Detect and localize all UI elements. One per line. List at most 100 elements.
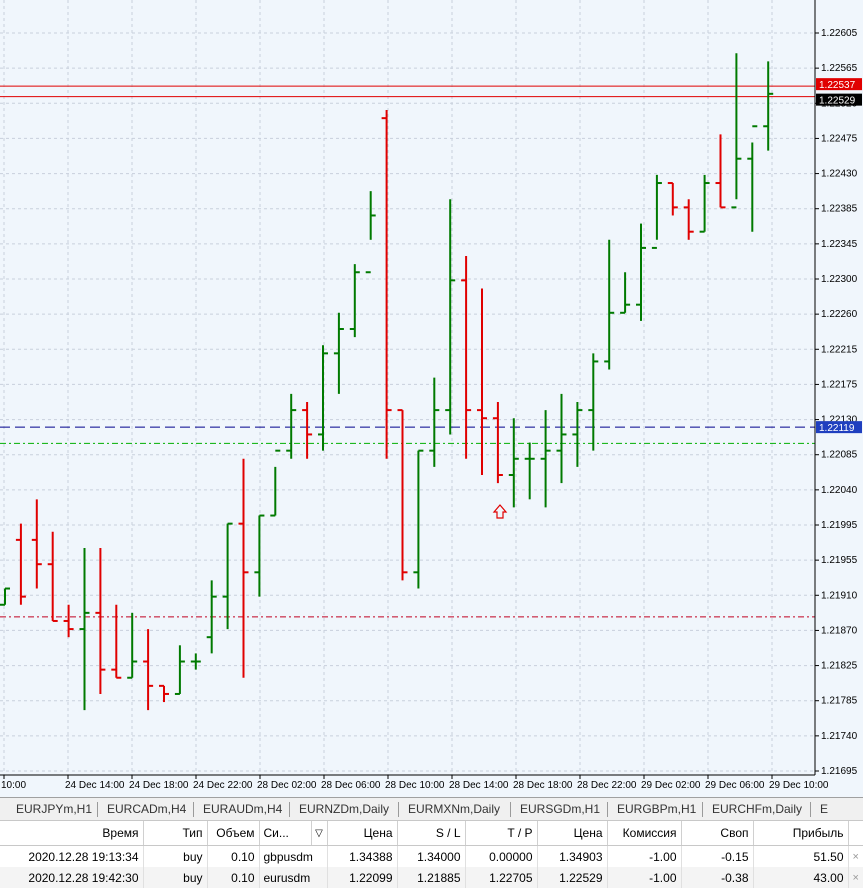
sort-icon[interactable]: ▽ (311, 821, 328, 846)
ohlc-bar (95, 547, 106, 694)
chart-tab[interactable]: EURGBPm,H1 (617, 802, 697, 816)
chart-tab[interactable]: E (820, 802, 829, 816)
ohlc-bar (763, 61, 774, 151)
chart-tabs-bar: EURJPYm,H1 EURCADm,H4 EURAUDm,H4 EURNZDm,Da… (0, 797, 863, 821)
buy-arrow-icon (492, 504, 508, 519)
ohlc-bar (429, 377, 440, 467)
ohlc-bar (620, 272, 631, 314)
ohlc-bar (302, 402, 313, 459)
ohlc-bar (349, 264, 360, 338)
ohlc-bar (270, 449, 281, 517)
col-header-current-price[interactable]: Цена (537, 821, 608, 846)
cell-type: buy (143, 867, 208, 888)
ohlc-bar (492, 402, 503, 484)
tab-separator (607, 802, 608, 817)
ohlc-bar (461, 256, 472, 459)
col-header-tp[interactable]: T / P (465, 821, 538, 846)
y-tick-label: 1.22345 (821, 239, 858, 250)
x-tick-label: 28 Dec 02:00 (257, 780, 317, 791)
y-tick-label: 1.22215 (821, 344, 858, 355)
x-tick-label: 29 Dec 10:00 (769, 780, 829, 791)
ohlc-bar (556, 393, 567, 484)
ohlc-bar (222, 522, 233, 630)
ohlc-bar (683, 199, 694, 240)
col-header-sl[interactable]: S / L (397, 821, 466, 846)
chart-tab[interactable]: EURMXNm,Daily (408, 802, 501, 816)
col-header-commission[interactable]: Комиссия (607, 821, 682, 846)
chart-tab[interactable]: EURSGDm,H1 (520, 802, 601, 816)
chart-tab[interactable]: EURJPYm,H1 (16, 802, 93, 816)
x-tick-label: 24 Dec 18:00 (129, 780, 189, 791)
trade-terminal: Время Тип Объем Си... ▽ Цена S / L T / P… (0, 821, 863, 888)
ohlc-bar (445, 199, 456, 435)
cell-sl[interactable]: 1.34000 (397, 845, 466, 867)
ohlc-bar (174, 645, 185, 695)
chart-tab[interactable]: EURCHFm,Daily (712, 802, 802, 816)
cell-sl[interactable]: 1.21885 (397, 867, 466, 888)
trades-header-row: Время Тип Объем Си... ▽ Цена S / L T / P… (0, 821, 863, 846)
table-row[interactable]: 2020.12.28 19:13:34 buy 0.10 gbpusdm 1.3… (0, 845, 863, 867)
ohlc-bar (159, 684, 169, 703)
x-tick-label: 10:00 (1, 780, 26, 791)
y-tick-label: 1.22175 (821, 379, 858, 390)
y-tick-label: 1.22085 (821, 450, 858, 461)
ohlc-bar (111, 604, 122, 679)
y-tick-label: 1.22475 (821, 133, 858, 144)
ask-price-label-bg (816, 78, 862, 91)
cell-commission: -1.00 (607, 845, 682, 867)
ohlc-bar (254, 514, 265, 597)
ohlc-bar (508, 418, 519, 508)
chart-canvas[interactable]: 1.226051.225651.225201.224751.224301.223… (0, 0, 863, 797)
ohlc-bar (588, 353, 599, 451)
ohlc-bar (477, 288, 487, 475)
close-order-icon[interactable]: × (848, 867, 863, 888)
ohlc-bar (747, 125, 758, 232)
col-header-time[interactable]: Время (0, 821, 144, 846)
tab-separator (193, 802, 194, 817)
x-tick-label: 24 Dec 22:00 (193, 780, 253, 791)
col-header-volume[interactable]: Объем (207, 821, 260, 846)
col-header-type[interactable]: Тип (143, 821, 208, 846)
y-tick-label: 1.21785 (821, 696, 858, 707)
y-tick-label: 1.22040 (821, 485, 858, 496)
bid-price-label-bg (816, 93, 862, 106)
col-header-swap[interactable]: Своп (681, 821, 754, 846)
tab-separator (97, 802, 98, 817)
ohlc-bar (540, 410, 551, 508)
col-header-open-price[interactable]: Цена (327, 821, 398, 846)
ohlc-bar (699, 174, 710, 233)
cell-swap: -0.15 (681, 845, 754, 867)
y-tick-label: 1.22260 (821, 309, 858, 320)
y-tick-label: 1.22605 (821, 28, 858, 39)
cell-type: buy (143, 845, 208, 867)
cell-current-price: 1.22529 (537, 867, 608, 888)
chart-tab[interactable]: EURNZDm,Daily (299, 802, 389, 816)
ohlc-bar (572, 402, 583, 467)
chart-tab[interactable]: EURAUDm,H4 (203, 802, 283, 816)
y-tick-label: 1.22565 (821, 63, 858, 74)
ohlc-bar (715, 134, 726, 209)
col-header-profit[interactable]: Прибыль (753, 821, 849, 846)
cell-tp[interactable]: 0.00000 (465, 845, 538, 867)
ohlc-bar (318, 345, 328, 451)
col-header-symbol[interactable]: Си... (259, 821, 312, 846)
ohlc-bar (731, 53, 742, 209)
y-tick-label: 1.21910 (821, 590, 858, 601)
tab-separator (810, 802, 811, 817)
price-chart[interactable]: 1.226051.225651.225201.224751.224301.223… (0, 0, 863, 797)
col-header-close (848, 821, 863, 846)
table-row[interactable]: 2020.12.28 19:42:30 buy 0.10 eurusdm 1.2… (0, 867, 863, 888)
ohlc-bar (143, 629, 154, 711)
ohlc-bar (15, 523, 26, 605)
cell-volume: 0.10 (207, 845, 260, 867)
ohlc-bar (397, 409, 408, 581)
x-tick-label: 28 Dec 14:00 (449, 780, 509, 791)
tab-separator (289, 802, 290, 817)
cell-time: 2020.12.28 19:13:34 (0, 845, 144, 867)
cell-tp[interactable]: 1.22705 (465, 867, 538, 888)
ohlc-bar (604, 239, 615, 370)
y-tick-label: 1.22385 (821, 204, 858, 215)
chart-tab[interactable]: EURCADm,H4 (107, 802, 187, 816)
close-order-icon[interactable]: × (848, 845, 863, 867)
cell-profit: 51.50 (753, 845, 849, 867)
